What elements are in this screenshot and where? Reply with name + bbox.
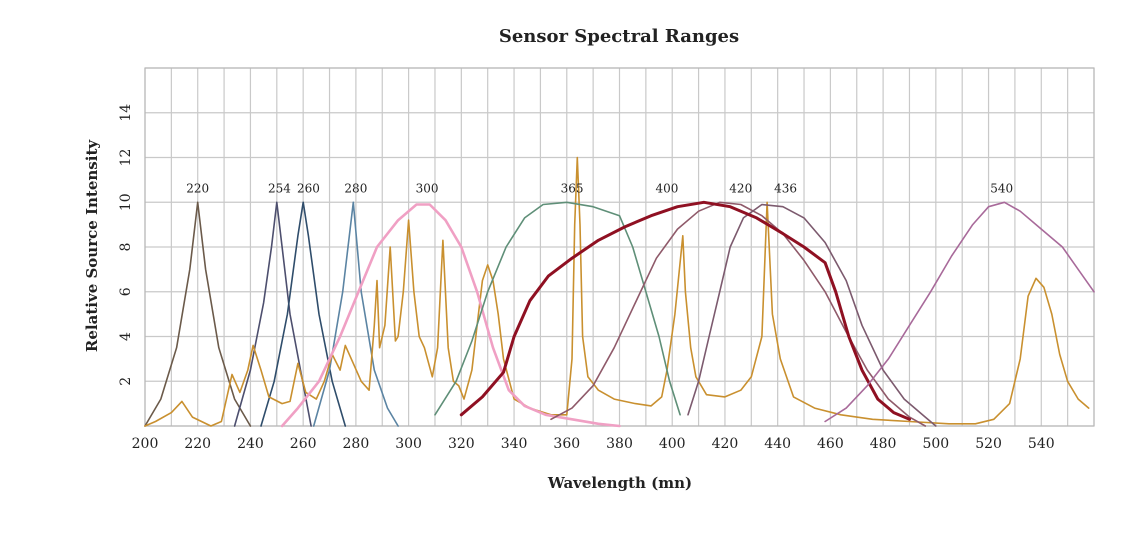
x-tick-240: 240 <box>237 436 264 452</box>
x-tick-360: 360 <box>553 436 580 452</box>
peak-label-436: 436 <box>774 181 797 195</box>
y-tick-6: 6 <box>118 287 134 296</box>
x-axis-ticks: 200 220 240 260 280 300 320 340 360 380 400 420 440 4… <box>132 436 1055 452</box>
series-line-11 <box>824 201 1095 423</box>
series-line-9 <box>687 203 937 427</box>
peak-labels: 220 254 260 280 300 365 400 420 436 540 <box>186 181 1013 195</box>
series-line-8 <box>550 201 927 427</box>
y-tick-2: 2 <box>118 377 134 386</box>
y-tick-10: 10 <box>118 193 134 211</box>
series-line-6 <box>280 203 621 428</box>
x-tick-460: 460 <box>817 436 844 452</box>
series-line-5 <box>144 156 1090 427</box>
series-line-7 <box>434 201 681 416</box>
series-layer <box>144 156 1095 428</box>
peak-label-260: 260 <box>297 181 320 195</box>
x-tick-280: 280 <box>343 436 370 452</box>
x-tick-320: 320 <box>448 436 475 452</box>
x-tick-200: 200 <box>132 436 159 452</box>
x-tick-540: 540 <box>1028 436 1055 452</box>
x-tick-500: 500 <box>922 436 949 452</box>
x-tick-400: 400 <box>659 436 686 452</box>
x-tick-300: 300 <box>395 436 422 452</box>
peak-label-540: 540 <box>990 181 1013 195</box>
x-tick-220: 220 <box>184 436 211 452</box>
series-line-3 <box>260 201 347 427</box>
series-line-1 <box>144 201 252 427</box>
peak-label-300: 300 <box>416 181 439 195</box>
peak-label-254: 254 <box>268 181 291 195</box>
x-tick-520: 520 <box>975 436 1002 452</box>
y-tick-8: 8 <box>118 243 134 252</box>
x-axis-title: Wavelength (mn) <box>547 474 692 492</box>
x-tick-480: 480 <box>870 436 897 452</box>
peak-label-280: 280 <box>344 181 367 195</box>
x-tick-440: 440 <box>764 436 791 452</box>
x-tick-380: 380 <box>606 436 633 452</box>
peak-label-220: 220 <box>186 181 209 195</box>
grid <box>144 67 1095 427</box>
chart-title: Sensor Spectral Ranges <box>499 26 739 47</box>
peak-label-365: 365 <box>561 181 584 195</box>
x-tick-340: 340 <box>501 436 528 452</box>
x-tick-260: 260 <box>290 436 317 452</box>
y-tick-14: 14 <box>118 104 134 122</box>
peak-label-420: 420 <box>729 181 752 195</box>
x-tick-420: 420 <box>712 436 739 452</box>
y-axis-title: Relative Source Intensity <box>83 139 101 352</box>
y-axis-ticks: 2 4 6 8 10 12 14 <box>118 104 134 386</box>
series-line-10 <box>459 200 911 421</box>
y-tick-12: 12 <box>118 149 134 167</box>
series-line-2 <box>233 201 312 427</box>
y-tick-4: 4 <box>118 332 134 341</box>
peak-label-400: 400 <box>655 181 678 195</box>
